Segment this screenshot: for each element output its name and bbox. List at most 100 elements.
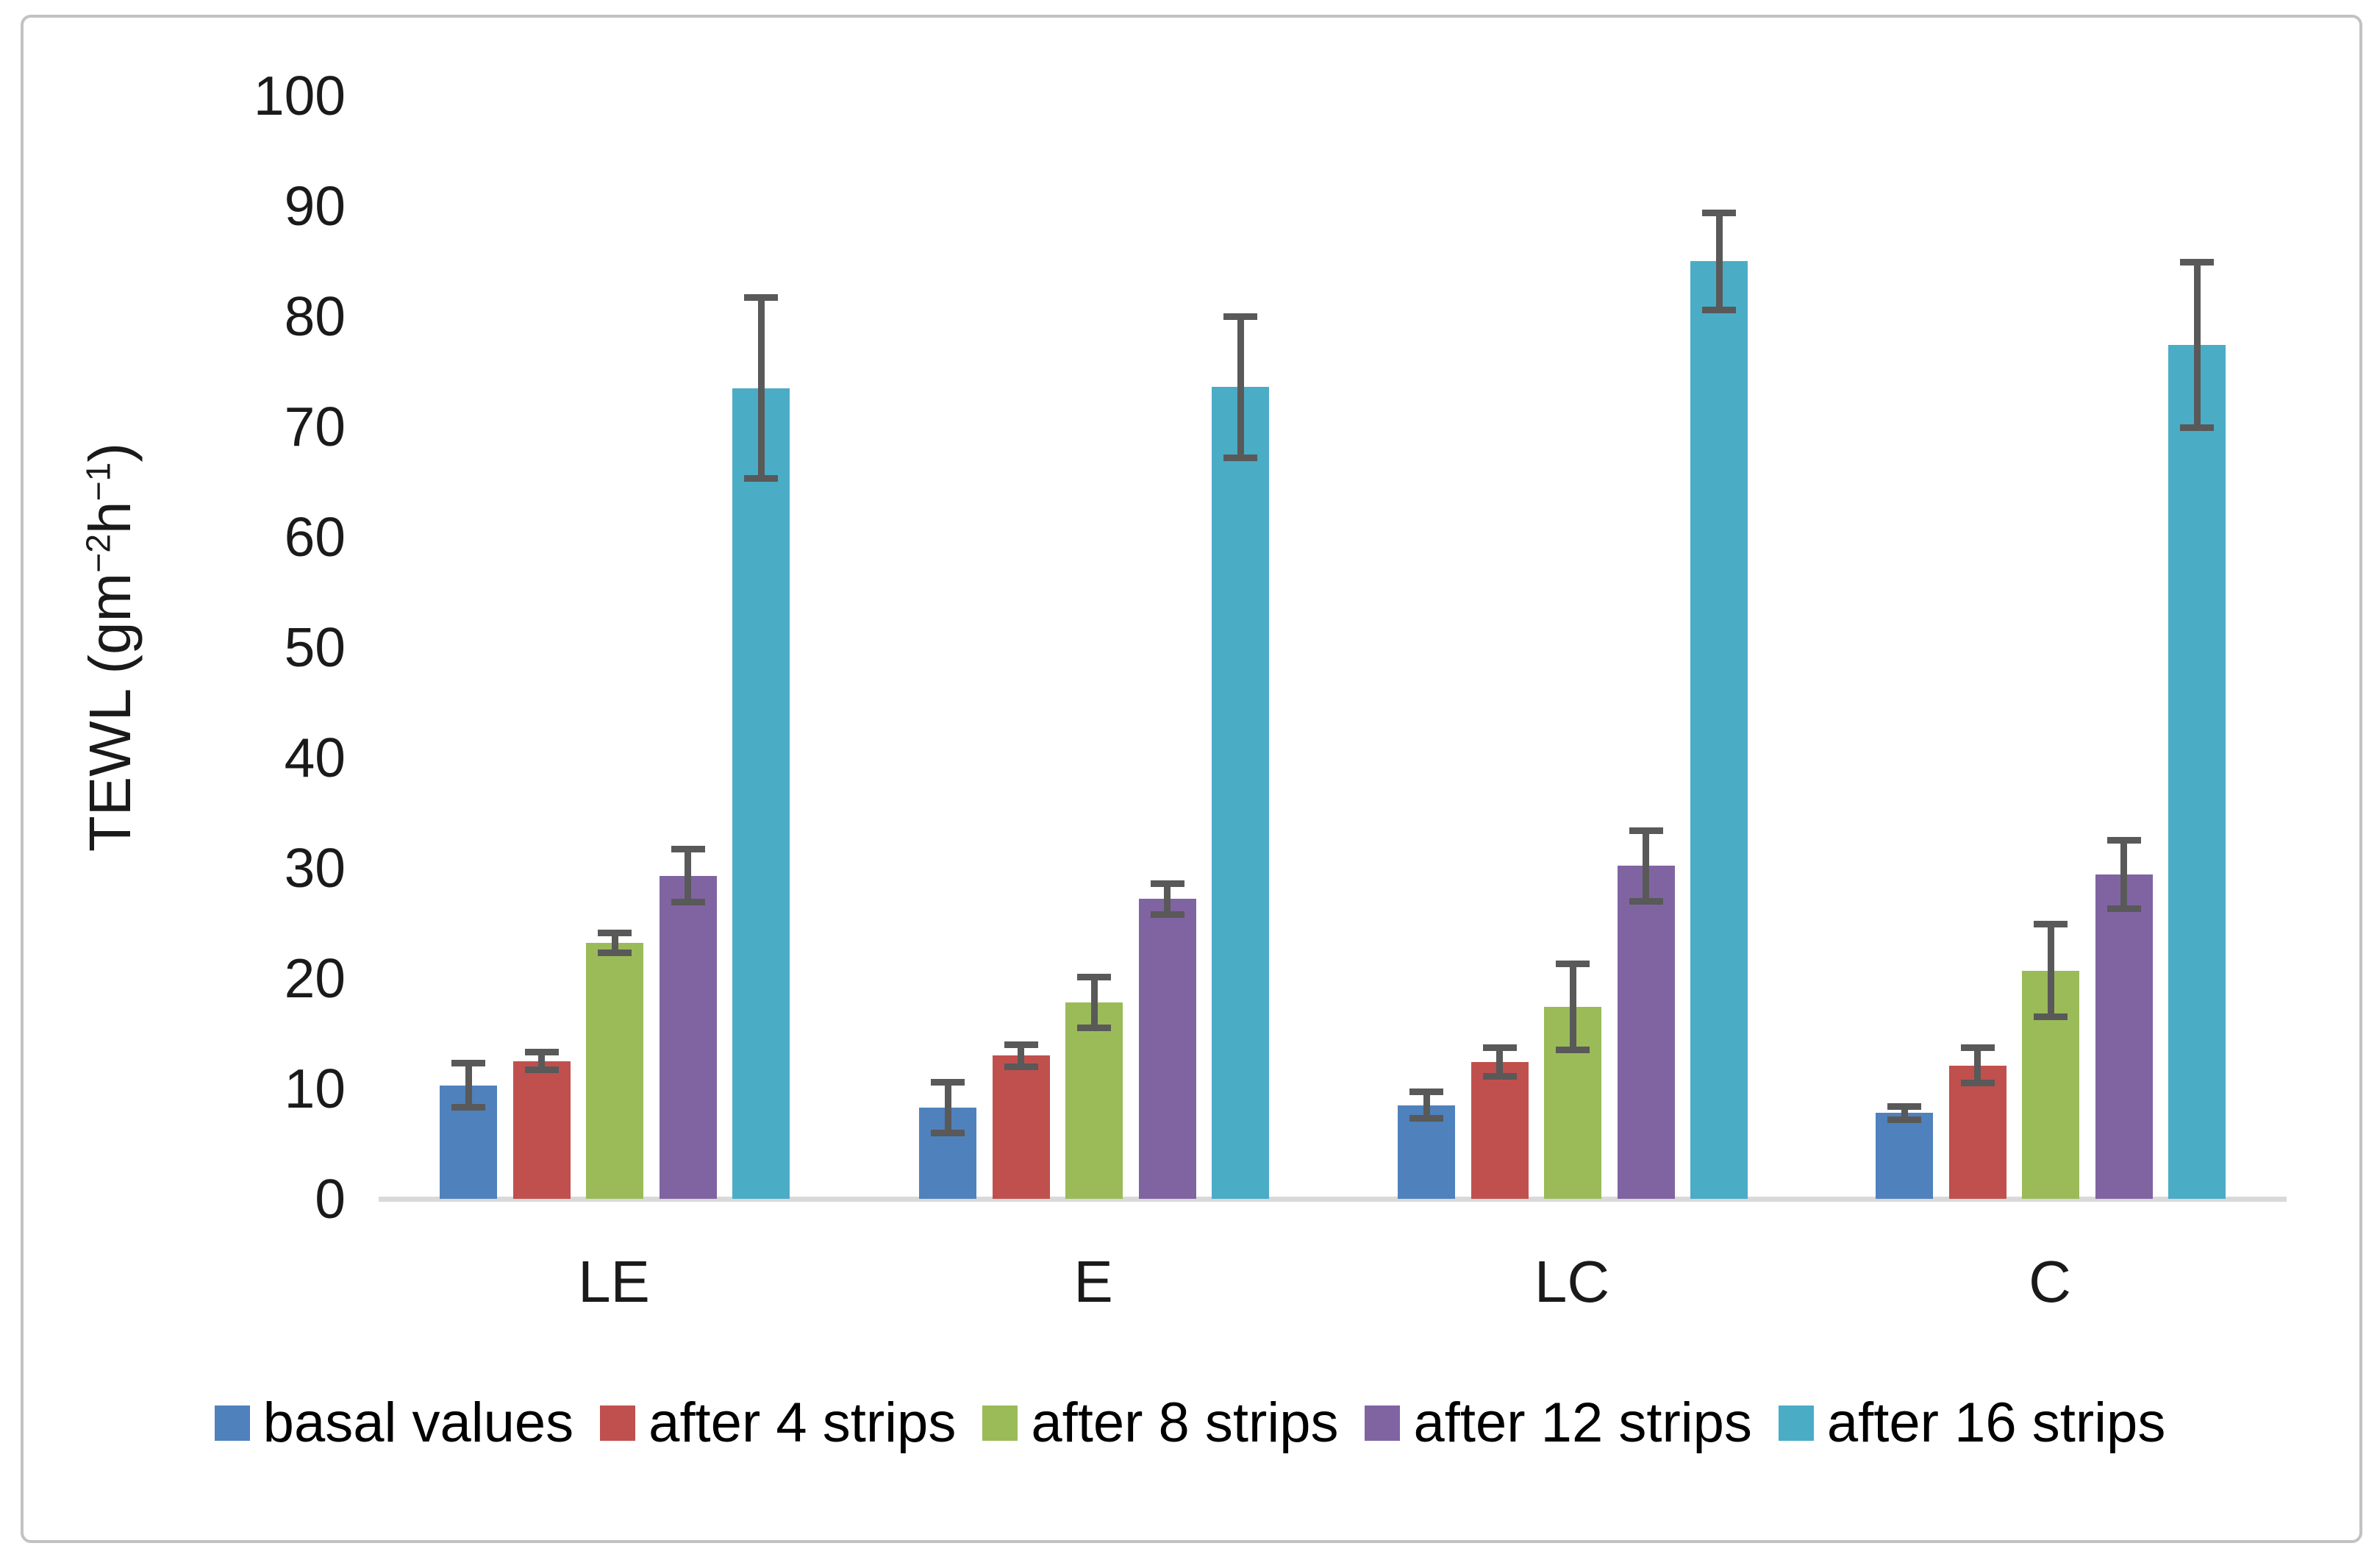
error-bar-cap-bottom-after-12-strips-C (2106, 905, 2141, 912)
error-bar-stem-after-8-strips-LC (1569, 963, 1576, 1050)
error-bar-stem-after-8-strips-E (1090, 977, 1098, 1028)
bar-after-4-strips-LC (1470, 1062, 1529, 1199)
error-bar-cap-bottom-after-12-strips-LC (1629, 897, 1663, 905)
legend-item-after-12-strips: after 12 strips (1365, 1390, 1752, 1456)
y-tick-label-50: 50 (284, 616, 346, 678)
x-axis-label-C: C (2029, 1249, 2071, 1314)
error-bar-stem-after-8-strips-C (2047, 924, 2054, 1017)
error-bar-cap-top-basal-values-LC (1409, 1089, 1443, 1095)
bar-after-12-strips-C (2095, 874, 2153, 1199)
error-bar-stem-after-16-strips-LC (1715, 213, 1723, 310)
error-bar-cap-top-after-12-strips-LE (671, 846, 705, 852)
y-tick-label-60: 60 (284, 506, 346, 568)
legend-item-after-4-strips: after 4 strips (600, 1390, 956, 1456)
error-bar-cap-top-after-4-strips-LE (524, 1049, 559, 1055)
bar-after-8-strips-LE (586, 943, 643, 1199)
bar-after-4-strips-LE (512, 1061, 571, 1199)
legend-swatch-basal-values (214, 1405, 250, 1441)
error-bar-stem-after-12-strips-LC (1643, 830, 1649, 901)
x-axis-label-E: E (1073, 1249, 1113, 1314)
error-bar-cap-top-after-8-strips-C (2034, 921, 2068, 927)
legend-item-after-8-strips: after 8 strips (982, 1390, 1338, 1456)
error-bar-cap-bottom-after-8-strips-C (2034, 1013, 2068, 1020)
y-tick-label-100: 100 (253, 65, 346, 127)
error-bar-cap-top-after-12-strips-C (2106, 837, 2141, 844)
y-tick-label-70: 70 (284, 396, 346, 457)
x-axis-label-LC: LC (1534, 1249, 1610, 1314)
error-bar-cap-bottom-after-8-strips-LC (1556, 1047, 1590, 1053)
error-bar-stem-after-16-strips-C (2193, 262, 2201, 428)
legend-label-after-16-strips: after 16 strips (1826, 1392, 2166, 1454)
error-bar-cap-bottom-after-16-strips-C (2180, 424, 2214, 431)
legend-label-basal-values: basal values (262, 1392, 574, 1454)
error-bar-cap-bottom-after-16-strips-E (1223, 454, 1257, 461)
error-bar-cap-bottom-after-8-strips-LE (598, 949, 632, 956)
figure-border (21, 15, 2362, 1543)
bar-basal-values-C (1876, 1113, 1933, 1199)
bar-after-12-strips-LE (659, 875, 717, 1199)
x-axis-label-LE: LE (578, 1249, 650, 1314)
error-bar-cap-bottom-basal-values-LE (451, 1104, 485, 1111)
error-bar-stem-basal-values-E (944, 1082, 951, 1133)
error-bar-stem-basal-values-C (1901, 1106, 1908, 1119)
y-tick-label-20: 20 (284, 947, 346, 1009)
error-bar-stem-after-4-strips-E (1018, 1044, 1024, 1066)
error-bar-cap-top-after-4-strips-LC (1482, 1044, 1517, 1051)
error-bar-cap-top-after-8-strips-LC (1556, 961, 1590, 967)
error-bar-stem-basal-values-LC (1423, 1091, 1430, 1119)
y-tick-label-40: 40 (284, 727, 346, 788)
legend-swatch-after-8-strips (982, 1405, 1018, 1441)
bar-after-12-strips-E (1138, 899, 1196, 1199)
x-axis-line (379, 1197, 2287, 1202)
error-bar-stem-after-12-strips-LE (685, 849, 691, 902)
bar-after-16-strips-LE (732, 388, 790, 1199)
error-bar-stem-after-12-strips-E (1164, 883, 1171, 914)
error-bar-cap-top-basal-values-C (1887, 1102, 1921, 1110)
error-bar-cap-top-after-16-strips-E (1223, 313, 1257, 320)
error-bar-cap-bottom-after-16-strips-LE (744, 475, 778, 482)
error-bar-cap-bottom-after-12-strips-LE (671, 899, 705, 905)
error-bar-stem-after-8-strips-LE (611, 933, 618, 953)
y-tick-label-30: 30 (284, 837, 346, 899)
y-tick-label-0: 0 (315, 1168, 346, 1230)
legend-swatch-after-4-strips (600, 1405, 636, 1441)
error-bar-stem-after-16-strips-E (1237, 316, 1244, 457)
legend: basal values after 4 strips after 8 strips… (0, 1383, 2380, 1464)
y-tick-label-10: 10 (284, 1058, 346, 1119)
error-bar-cap-bottom-after-16-strips-LC (1702, 306, 1736, 313)
bar-after-16-strips-C (2168, 345, 2226, 1199)
error-bar-cap-top-after-4-strips-C (1960, 1044, 1995, 1051)
error-bar-stem-after-12-strips-C (2120, 840, 2127, 909)
error-bar-cap-top-basal-values-LE (451, 1060, 485, 1066)
error-bar-cap-bottom-after-4-strips-C (1960, 1080, 1995, 1086)
error-bar-cap-bottom-after-4-strips-LE (524, 1066, 559, 1073)
error-bar-cap-top-after-8-strips-E (1077, 974, 1111, 980)
error-bar-stem-after-4-strips-LC (1496, 1047, 1503, 1077)
error-bar-cap-top-after-12-strips-LC (1629, 827, 1663, 834)
error-bar-cap-top-after-16-strips-LE (744, 294, 778, 301)
error-bar-cap-top-after-16-strips-LC (1702, 209, 1736, 216)
error-bar-cap-bottom-after-12-strips-E (1150, 911, 1184, 918)
legend-label-after-12-strips: after 12 strips (1413, 1392, 1752, 1454)
error-bar-cap-bottom-basal-values-C (1887, 1116, 1921, 1123)
y-axis-title-text: TEWL (gm (77, 572, 143, 852)
error-bar-cap-bottom-basal-values-LC (1409, 1115, 1443, 1122)
error-bar-cap-bottom-after-8-strips-E (1077, 1025, 1111, 1031)
bar-after-16-strips-LC (1690, 261, 1748, 1199)
bar-after-8-strips-E (1065, 1002, 1123, 1199)
bar-after-4-strips-E (992, 1055, 1050, 1199)
error-bar-cap-bottom-after-4-strips-LC (1482, 1073, 1517, 1080)
error-bar-cap-top-after-4-strips-E (1004, 1041, 1038, 1048)
error-bar-cap-top-after-8-strips-LE (598, 930, 632, 936)
error-bar-stem-after-4-strips-C (1974, 1047, 1981, 1083)
y-axis-title-sup-1: −1 (79, 462, 118, 502)
error-bar-stem-after-4-strips-LE (538, 1052, 545, 1070)
error-bar-cap-top-after-12-strips-E (1150, 880, 1184, 887)
legend-label-after-8-strips: after 8 strips (1031, 1392, 1339, 1454)
error-bar-cap-top-basal-values-E (931, 1078, 965, 1086)
bar-after-16-strips-E (1212, 387, 1269, 1199)
error-bar-stem-after-16-strips-LE (757, 297, 765, 479)
legend-label-after-4-strips: after 4 strips (648, 1392, 957, 1454)
legend-swatch-after-16-strips (1778, 1405, 1814, 1441)
bar-after-4-strips-C (1948, 1065, 2006, 1199)
